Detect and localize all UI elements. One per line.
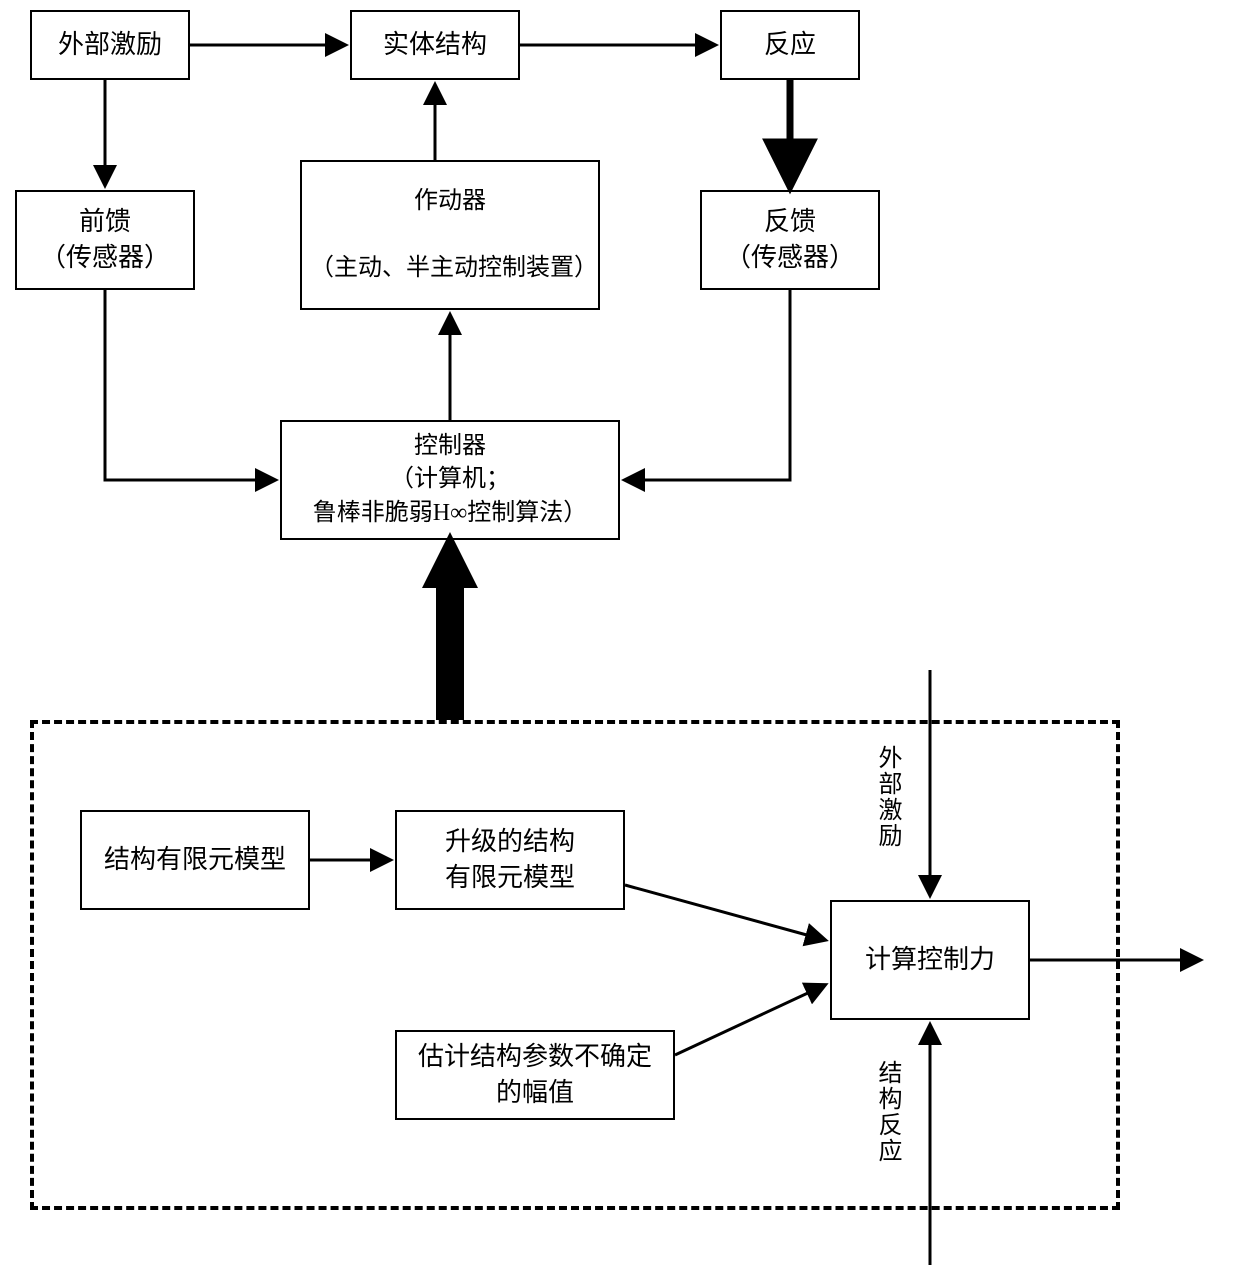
label: 计算控制力 — [865, 942, 995, 978]
label: 升级的结构 有限元模型 — [445, 824, 575, 897]
vert-label-response: 结构反应 — [870, 1060, 905, 1164]
label: 控制器 （计算机； 鲁棒非脆弱H∞控制算法） — [313, 430, 587, 531]
node-feedback: 反馈 （传感器） — [700, 190, 880, 290]
node-fem-model: 结构有限元模型 — [80, 810, 310, 910]
node-entity-structure: 实体结构 — [350, 10, 520, 80]
node-controller: 控制器 （计算机； 鲁棒非脆弱H∞控制算法） — [280, 420, 620, 540]
node-feedforward: 前馈 （传感器） — [15, 190, 195, 290]
vert-label-excitation: 外部激励 — [870, 745, 905, 849]
node-actuator: 作动器 （主动、半主动控制装置） — [300, 160, 600, 310]
arrow-feedforward-to-controller — [105, 290, 275, 480]
label: 实体结构 — [383, 27, 487, 63]
node-upgraded-fem: 升级的结构 有限元模型 — [395, 810, 625, 910]
node-estimate-params: 估计结构参数不确定 的幅值 — [395, 1030, 675, 1120]
label: 结构有限元模型 — [104, 842, 286, 878]
label: 前馈 （传感器） — [40, 204, 170, 277]
node-external-excitation: 外部激励 — [30, 10, 190, 80]
label: 外部激励 — [874, 745, 900, 849]
label: 估计结构参数不确定 的幅值 — [418, 1039, 652, 1112]
label: 外部激励 — [58, 27, 162, 63]
label: 结构反应 — [874, 1060, 900, 1164]
label: 作动器 （主动、半主动控制装置） — [310, 185, 590, 286]
node-response: 反应 — [720, 10, 860, 80]
arrow-feedback-to-controller — [625, 290, 790, 480]
label: 反馈 （传感器） — [725, 204, 855, 277]
node-compute-force: 计算控制力 — [830, 900, 1030, 1020]
label: 反应 — [764, 27, 816, 63]
